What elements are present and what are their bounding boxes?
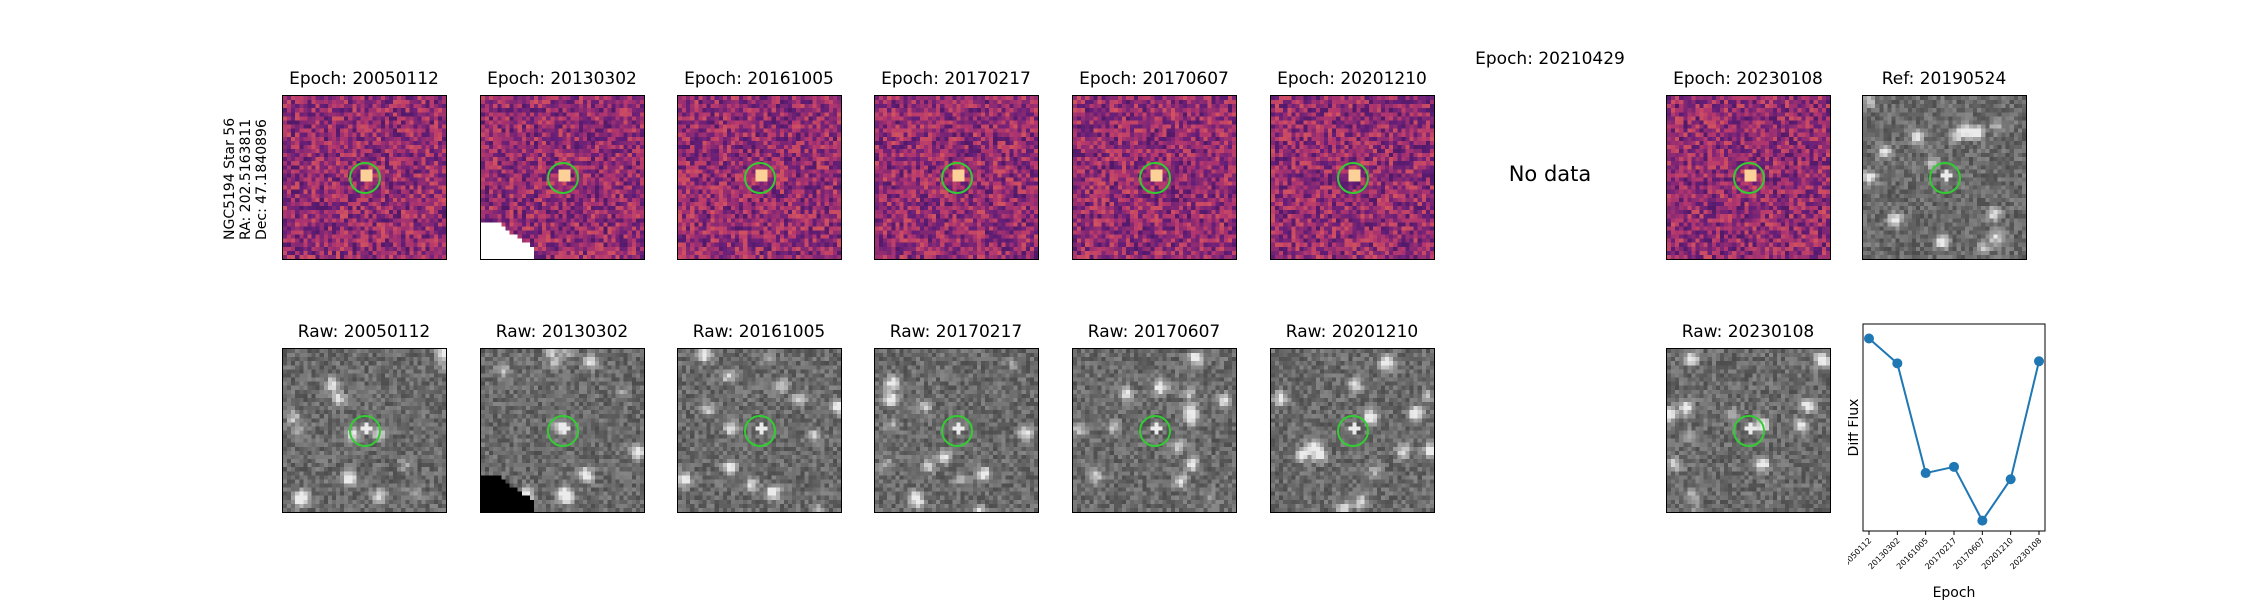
data-point <box>1892 358 1903 369</box>
target-circle <box>1928 161 1961 194</box>
data-point <box>1949 461 1959 472</box>
data-point <box>1920 468 1931 479</box>
raw-panel-title: Raw: 20170607 <box>1087 322 1221 342</box>
target-circle <box>348 161 381 194</box>
diff-panel-cutout <box>874 95 1039 260</box>
raw-panel-title: Raw: 20050112 <box>297 322 431 342</box>
diff-panel-title: Epoch: 20170607 <box>1079 69 1229 89</box>
raw-panel-title: Raw: 20161005 <box>692 322 826 342</box>
diff-panel-title: Epoch: 20161005 <box>684 69 834 89</box>
raw-panel-cutout <box>874 348 1039 513</box>
raw-panel-cutout <box>480 348 645 513</box>
diff-panel-cutout <box>1072 95 1237 260</box>
diff-panel-title: Epoch: 20170217 <box>881 69 1031 89</box>
star-ra: RA: 202.5163811 <box>238 118 254 240</box>
target-circle <box>1732 161 1765 194</box>
diff-panel-cutout <box>282 95 447 260</box>
target-circle <box>940 414 973 447</box>
data-point <box>2034 356 2044 367</box>
target-circle <box>1336 414 1369 447</box>
target-circle <box>1336 161 1369 194</box>
diff-panel-title: Epoch: 20210429 <box>1475 49 1625 69</box>
data-point <box>2005 474 2016 485</box>
raw-panel-cutout <box>677 348 842 513</box>
diff-panel-title: Epoch: 20050112 <box>289 69 439 89</box>
lightcurve-chart: 2005011220130302201610052017021720170607… <box>1848 323 2046 600</box>
diff-panel-title: Epoch: 20201210 <box>1277 69 1427 89</box>
data-point <box>1864 333 1874 344</box>
raw-panel-title: Raw: 20230108 <box>1681 322 1815 342</box>
target-circle <box>546 161 579 194</box>
no-data-message: No data <box>1508 162 1592 186</box>
raw-panel-cutout <box>282 348 447 513</box>
diff-panel-cutout <box>480 95 645 260</box>
plot-frame <box>1862 323 2046 532</box>
data-point <box>1977 515 1988 526</box>
target-circle <box>940 161 973 194</box>
target-circle <box>743 414 776 447</box>
target-circle <box>1138 161 1171 194</box>
diff-panel-cutout <box>1862 95 2027 260</box>
raw-panel-title: Raw: 20130302 <box>495 322 629 342</box>
star-dec: Dec: 47.1840896 <box>254 119 270 240</box>
star-name: NGC5194 Star 56 <box>222 117 238 240</box>
target-circle <box>1732 414 1765 447</box>
raw-panel-title: Raw: 20170217 <box>889 322 1023 342</box>
y-axis-label: Diff Flux <box>1848 399 1862 457</box>
target-circle <box>743 161 776 194</box>
raw-panel-title: Raw: 20201210 <box>1285 322 1419 342</box>
diff-panel-cutout <box>1666 95 1831 260</box>
diff-panel-cutout <box>1270 95 1435 260</box>
raw-panel-cutout <box>1666 348 1831 513</box>
x-axis-label: Epoch <box>1933 585 1976 600</box>
diff-panel-cutout <box>677 95 842 260</box>
diff-panel-title: Ref: 20190524 <box>1881 69 2007 89</box>
target-circle <box>1138 414 1171 447</box>
diff-panel-title: Epoch: 20230108 <box>1673 69 1823 89</box>
target-circle <box>546 414 579 447</box>
diff-panel-title: Epoch: 20130302 <box>487 69 637 89</box>
raw-panel-cutout <box>1072 348 1237 513</box>
raw-panel-cutout <box>1270 348 1435 513</box>
target-circle <box>348 414 381 447</box>
